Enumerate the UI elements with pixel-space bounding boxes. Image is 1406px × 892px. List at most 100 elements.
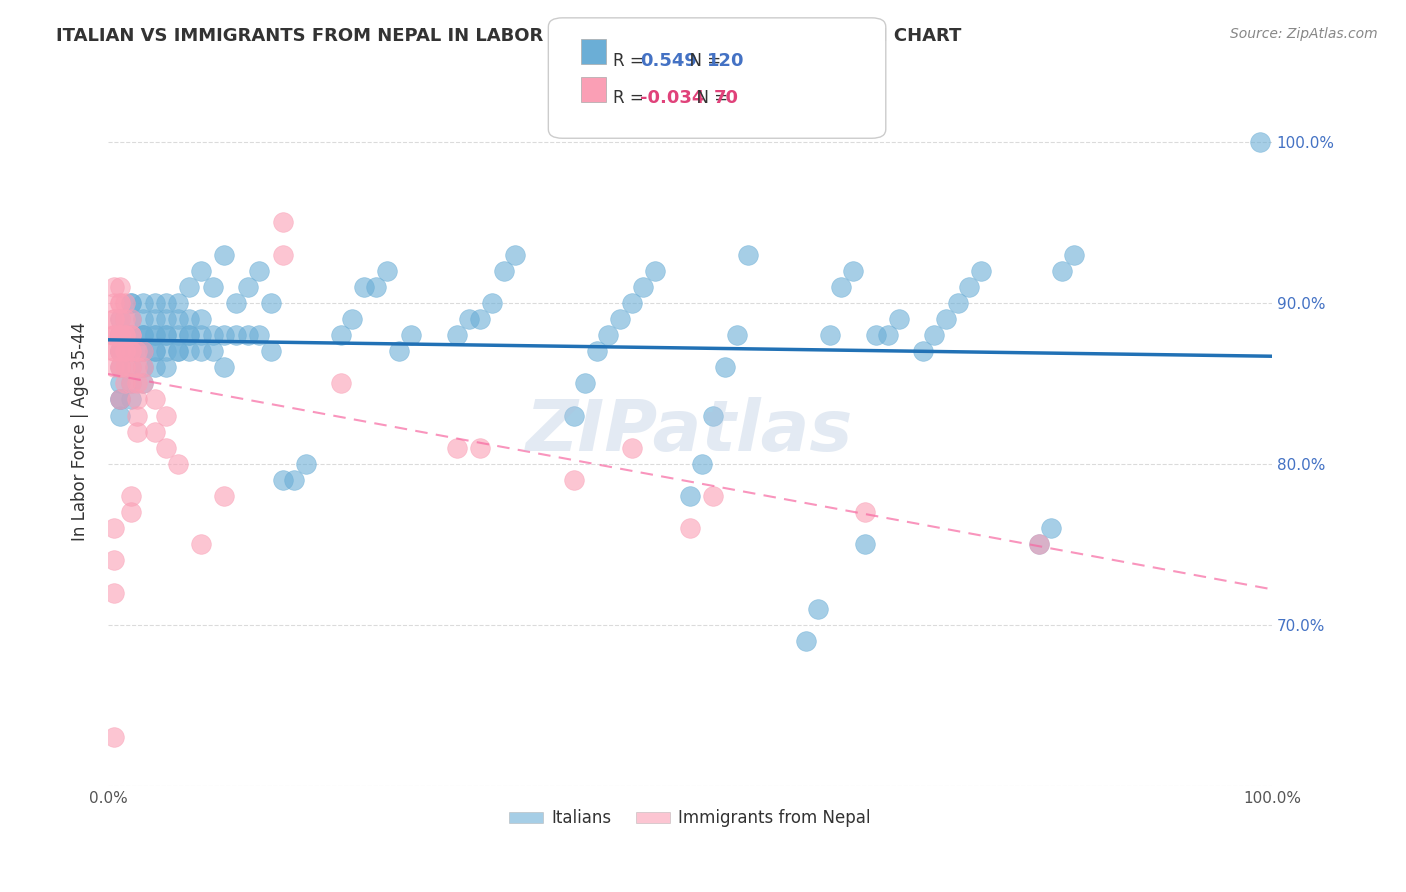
Point — [179, 344, 201, 359]
Point — [108, 360, 131, 375]
Point — [329, 328, 352, 343]
Point — [236, 279, 259, 293]
Point — [842, 263, 865, 277]
Point — [143, 344, 166, 359]
Point — [114, 344, 136, 359]
Point — [166, 295, 188, 310]
Point — [957, 279, 980, 293]
Point — [108, 392, 131, 407]
Point — [271, 247, 294, 261]
Point — [127, 409, 149, 423]
Point — [166, 457, 188, 471]
Point — [830, 279, 852, 293]
Point — [132, 344, 155, 359]
Point — [190, 312, 212, 326]
Point — [364, 279, 387, 293]
Point — [1052, 263, 1074, 277]
Point — [155, 441, 177, 455]
Point — [103, 344, 125, 359]
Point — [108, 344, 131, 359]
Point — [190, 537, 212, 551]
Point — [574, 376, 596, 391]
Point — [853, 505, 876, 519]
Point — [505, 247, 527, 261]
Point — [114, 328, 136, 343]
Point — [114, 376, 136, 391]
Text: N =: N = — [686, 89, 734, 107]
Point — [1039, 521, 1062, 535]
Point — [108, 376, 131, 391]
Point — [283, 473, 305, 487]
Point — [108, 328, 131, 343]
Point — [132, 328, 155, 343]
Point — [143, 344, 166, 359]
Legend: Italians, Immigrants from Nepal: Italians, Immigrants from Nepal — [503, 803, 877, 834]
Point — [127, 392, 149, 407]
Point — [120, 328, 142, 343]
Point — [585, 344, 607, 359]
Point — [143, 328, 166, 343]
Text: -0.034: -0.034 — [640, 89, 704, 107]
Point — [1028, 537, 1050, 551]
Point — [132, 360, 155, 375]
Point — [375, 263, 398, 277]
Point — [399, 328, 422, 343]
Point — [103, 731, 125, 745]
Point — [353, 279, 375, 293]
Point — [492, 263, 515, 277]
Point — [108, 328, 131, 343]
Point — [260, 344, 283, 359]
Point — [935, 312, 957, 326]
Point — [155, 295, 177, 310]
Point — [201, 344, 224, 359]
Point — [114, 344, 136, 359]
Point — [108, 344, 131, 359]
Text: 70: 70 — [714, 89, 740, 107]
Point — [120, 344, 142, 359]
Point — [120, 344, 142, 359]
Point — [329, 376, 352, 391]
Point — [214, 247, 236, 261]
Point — [143, 295, 166, 310]
Point — [598, 328, 620, 343]
Point — [103, 295, 125, 310]
Point — [876, 328, 898, 343]
Y-axis label: In Labor Force | Age 35-44: In Labor Force | Age 35-44 — [72, 322, 89, 541]
Point — [446, 328, 468, 343]
Point — [166, 344, 188, 359]
Point — [214, 360, 236, 375]
Point — [924, 328, 946, 343]
Point — [108, 279, 131, 293]
Point — [201, 279, 224, 293]
Point — [609, 312, 631, 326]
Text: ITALIAN VS IMMIGRANTS FROM NEPAL IN LABOR FORCE | AGE 35-44 CORRELATION CHART: ITALIAN VS IMMIGRANTS FROM NEPAL IN LABO… — [56, 27, 962, 45]
Point — [143, 360, 166, 375]
Point — [679, 521, 702, 535]
Point — [342, 312, 364, 326]
Point — [132, 376, 155, 391]
Point — [143, 328, 166, 343]
Point — [120, 360, 142, 375]
Point — [120, 489, 142, 503]
Point — [794, 633, 817, 648]
Point — [120, 392, 142, 407]
Point — [155, 409, 177, 423]
Point — [190, 328, 212, 343]
Point — [103, 328, 125, 343]
Point — [108, 392, 131, 407]
Point — [889, 312, 911, 326]
Point — [201, 328, 224, 343]
Point — [166, 344, 188, 359]
Point — [108, 328, 131, 343]
Point — [620, 295, 643, 310]
Point — [120, 312, 142, 326]
Point — [247, 263, 270, 277]
Text: N =: N = — [679, 52, 727, 70]
Point — [271, 215, 294, 229]
Point — [225, 328, 247, 343]
Point — [127, 425, 149, 439]
Point — [108, 360, 131, 375]
Point — [127, 376, 149, 391]
Point — [132, 312, 155, 326]
Point — [108, 312, 131, 326]
